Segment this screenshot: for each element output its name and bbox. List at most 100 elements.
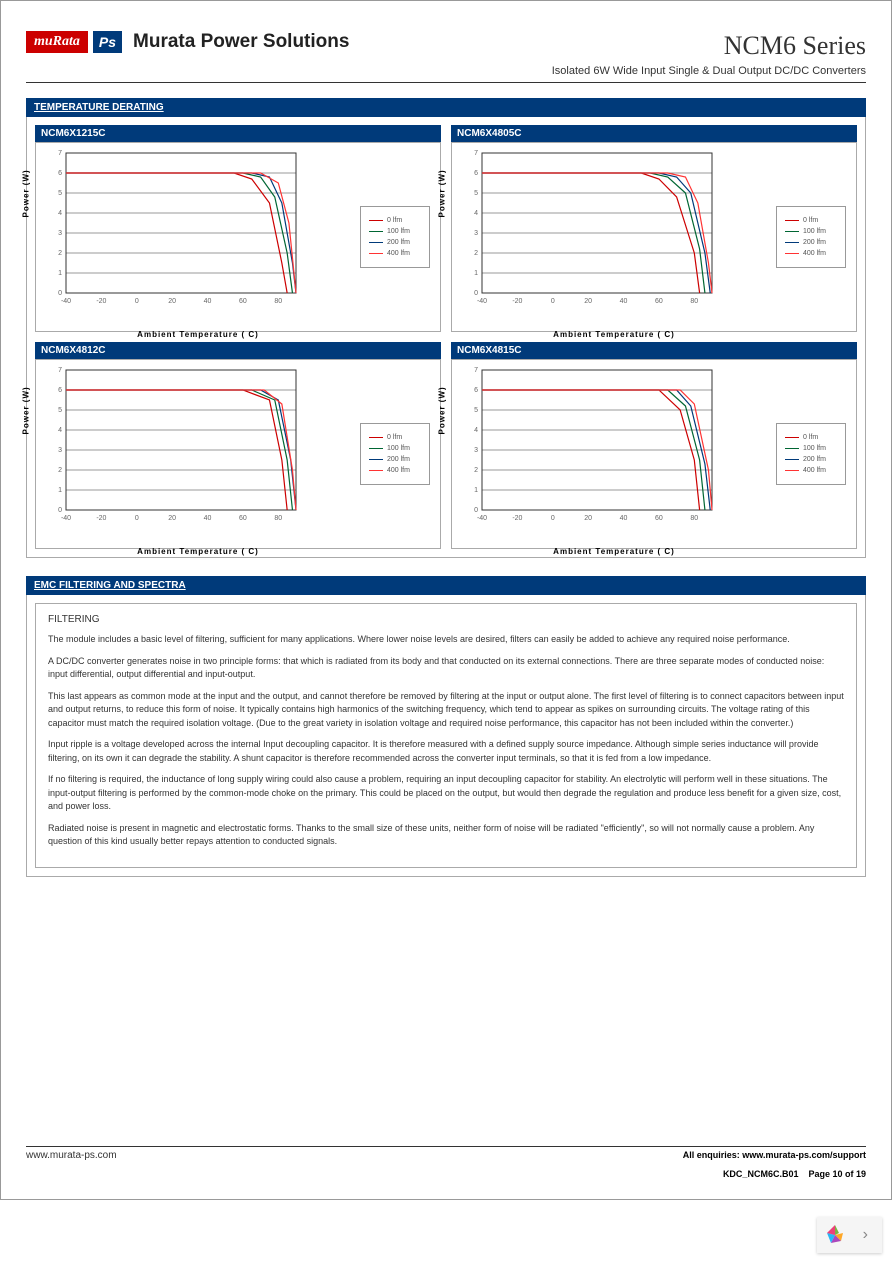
svg-text:3: 3 <box>58 230 62 237</box>
chart-title: NCM6X1215C <box>35 125 441 142</box>
legend-swatch <box>785 220 799 221</box>
chart-title: NCM6X4805C <box>451 125 857 142</box>
svg-text:-40: -40 <box>477 515 487 522</box>
nav-logo-icon <box>823 1223 847 1247</box>
svg-text:7: 7 <box>474 367 478 374</box>
legend-swatch <box>369 448 383 449</box>
legend-label: 400 lfm <box>387 250 410 257</box>
section-emc-header: EMC FILTERING AND SPECTRA <box>26 576 866 595</box>
chart-legend: 0 lfm 100 lfm 200 lfm 400 lfm <box>360 206 430 268</box>
legend-swatch <box>369 470 383 471</box>
filtering-box: FILTERING The module includes a basic le… <box>35 603 857 868</box>
svg-text:5: 5 <box>58 407 62 414</box>
legend-label: 100 lfm <box>803 228 826 235</box>
svg-text:1: 1 <box>474 487 478 494</box>
svg-text:7: 7 <box>58 150 62 157</box>
chart-legend: 0 lfm 100 lfm 200 lfm 400 lfm <box>776 206 846 268</box>
legend-item: 0 lfm <box>785 217 837 224</box>
svg-text:2: 2 <box>474 250 478 257</box>
filtering-title: FILTERING <box>48 614 844 625</box>
svg-text:5: 5 <box>474 190 478 197</box>
svg-text:80: 80 <box>690 298 698 305</box>
legend-label: 200 lfm <box>387 239 410 246</box>
section-emc-body: FILTERING The module includes a basic le… <box>26 595 866 877</box>
legend-label: 0 lfm <box>387 217 402 224</box>
svg-text:7: 7 <box>474 150 478 157</box>
chart-3: NCM6X4815C01234567-40-20020406080Power (… <box>451 342 857 549</box>
svg-text:2: 2 <box>58 250 62 257</box>
filtering-paragraph: A DC/DC converter generates noise in two… <box>48 655 844 682</box>
series-subtitle: Isolated 6W Wide Input Single & Dual Out… <box>552 65 866 77</box>
page-header: muRata Ps Murata Power Solutions NCM6 Se… <box>26 31 866 83</box>
legend-item: 100 lfm <box>369 445 421 452</box>
svg-text:4: 4 <box>58 427 62 434</box>
chevron-right-icon[interactable]: › <box>855 1226 876 1244</box>
chart-1: NCM6X4805C01234567-40-20020406080Power (… <box>451 125 857 332</box>
legend-label: 400 lfm <box>387 467 410 474</box>
svg-text:3: 3 <box>474 447 478 454</box>
legend-swatch <box>785 437 799 438</box>
legend-swatch <box>369 253 383 254</box>
x-axis-label: Ambient Temperature ( C) <box>553 330 675 339</box>
svg-text:-40: -40 <box>61 298 71 305</box>
legend-swatch <box>369 220 383 221</box>
legend-item: 0 lfm <box>369 434 421 441</box>
section-temp-derating-header: TEMPERATURE DERATING <box>26 98 866 117</box>
chart-body: 01234567-40-20020406080Power (W)Ambient … <box>35 359 441 549</box>
legend-label: 100 lfm <box>387 445 410 452</box>
chart-plot: 01234567-40-20020406080Power (W)Ambient … <box>46 370 350 538</box>
y-axis-label: Power (W) <box>22 169 31 217</box>
svg-text:2: 2 <box>58 467 62 474</box>
svg-text:40: 40 <box>620 515 628 522</box>
svg-text:4: 4 <box>474 210 478 217</box>
legend-swatch <box>785 242 799 243</box>
svg-text:40: 40 <box>620 298 628 305</box>
svg-text:20: 20 <box>168 515 176 522</box>
chart-0: NCM6X1215C01234567-40-20020406080Power (… <box>35 125 441 332</box>
svg-text:0: 0 <box>135 515 139 522</box>
svg-text:20: 20 <box>168 298 176 305</box>
legend-label: 400 lfm <box>803 467 826 474</box>
y-axis-label: Power (W) <box>438 386 447 434</box>
legend-item: 400 lfm <box>785 250 837 257</box>
page-nav[interactable]: › <box>817 1217 882 1253</box>
legend-swatch <box>785 231 799 232</box>
x-axis-label: Ambient Temperature ( C) <box>137 330 259 339</box>
legend-swatch <box>785 448 799 449</box>
svg-text:-20: -20 <box>512 515 522 522</box>
svg-text:7: 7 <box>58 367 62 374</box>
chart-legend: 0 lfm 100 lfm 200 lfm 400 lfm <box>360 423 430 485</box>
filtering-paragraph: The module includes a basic level of fil… <box>48 633 844 647</box>
legend-item: 400 lfm <box>369 250 421 257</box>
legend-label: 0 lfm <box>803 434 818 441</box>
legend-item: 200 lfm <box>369 239 421 246</box>
svg-text:0: 0 <box>551 298 555 305</box>
legend-label: 400 lfm <box>803 250 826 257</box>
filtering-paragraph: If no filtering is required, the inducta… <box>48 773 844 814</box>
svg-text:3: 3 <box>58 447 62 454</box>
svg-text:-20: -20 <box>512 298 522 305</box>
svg-text:3: 3 <box>474 230 478 237</box>
svg-text:6: 6 <box>474 170 478 177</box>
svg-text:80: 80 <box>690 515 698 522</box>
legend-item: 0 lfm <box>785 434 837 441</box>
svg-text:5: 5 <box>474 407 478 414</box>
svg-text:6: 6 <box>58 387 62 394</box>
chart-2: NCM6X4812C01234567-40-20020406080Power (… <box>35 342 441 549</box>
chart-title: NCM6X4815C <box>451 342 857 359</box>
svg-text:1: 1 <box>58 270 62 277</box>
chart-plot: 01234567-40-20020406080Power (W)Ambient … <box>46 153 350 321</box>
logo-area: muRata Ps Murata Power Solutions <box>26 31 349 53</box>
svg-text:40: 40 <box>204 298 212 305</box>
svg-text:2: 2 <box>474 467 478 474</box>
legend-item: 100 lfm <box>785 445 837 452</box>
legend-label: 0 lfm <box>387 434 402 441</box>
svg-text:0: 0 <box>474 290 478 297</box>
footer-page-num: Page 10 of 19 <box>808 1169 866 1179</box>
logo-ps: Ps <box>93 31 122 53</box>
legend-item: 200 lfm <box>369 456 421 463</box>
legend-item: 100 lfm <box>369 228 421 235</box>
section-temp-derating-body: NCM6X1215C01234567-40-20020406080Power (… <box>26 117 866 558</box>
svg-text:0: 0 <box>474 507 478 514</box>
legend-item: 200 lfm <box>785 239 837 246</box>
